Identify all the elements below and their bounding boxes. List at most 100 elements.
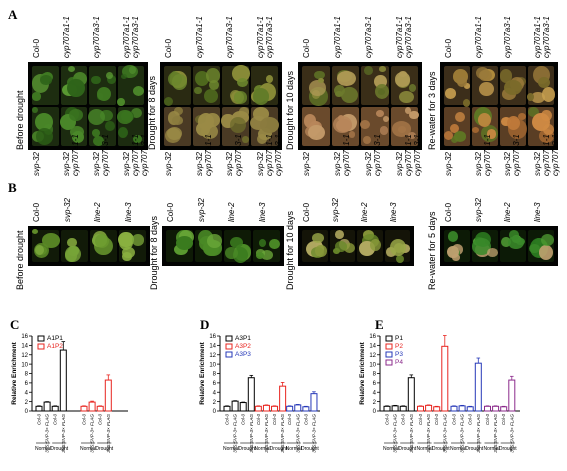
- x-tick-label: Col-0: [385, 414, 390, 425]
- plant-rosette: [194, 71, 209, 87]
- x-tick-label: Col-0: [98, 414, 103, 425]
- plant-rosette: [314, 71, 325, 80]
- plant-rosette: [341, 87, 358, 104]
- plant-rosette: [317, 78, 324, 84]
- plant-rosette: [452, 254, 460, 261]
- plant-rosette: [35, 128, 53, 145]
- y-tick-label: 4: [213, 390, 217, 396]
- plant-rosette: [197, 113, 214, 130]
- plant-rosette: [100, 109, 114, 122]
- condition-label: Drought: [270, 446, 288, 452]
- plant-rosette: [517, 112, 527, 121]
- plant-rosette: [369, 239, 381, 252]
- condition-label: Drought: [50, 446, 68, 452]
- legend-entry: P1: [395, 335, 403, 342]
- legend-entry: P2: [395, 343, 403, 350]
- plant-rosette: [447, 246, 459, 259]
- y-axis-label: Relative Enrichment: [359, 341, 366, 404]
- y-tick-label: 6: [213, 381, 217, 387]
- plant-rosette: [534, 237, 544, 246]
- plant-rosette: [175, 235, 194, 250]
- plant-rosette: [472, 237, 491, 255]
- plant-rosette: [131, 107, 143, 119]
- legend-entry: A1P1: [47, 335, 63, 342]
- condition-label: Normal: [383, 446, 399, 452]
- plant-rosette: [478, 82, 494, 97]
- x-tick-label: 35S:SVP-3× FLAG: [249, 414, 254, 453]
- x-tick-label: 35S:SVP-3× FLAG: [106, 414, 111, 453]
- plant-rosette: [364, 66, 374, 75]
- plant-rosette: [477, 112, 492, 128]
- y-tick-label: 0: [25, 409, 29, 415]
- y-tick-label: 2: [213, 400, 217, 406]
- legend-swatch: [385, 359, 393, 366]
- y-tick-label: 2: [25, 400, 29, 406]
- plant-rosette: [309, 79, 327, 96]
- plant-rosette: [457, 77, 467, 88]
- plant-rosette: [443, 130, 453, 140]
- y-tick-label: 4: [25, 390, 29, 396]
- bar: [484, 405, 491, 412]
- plant-rosette: [463, 83, 470, 89]
- plant-rosette: [333, 116, 352, 134]
- plant-rosette: [241, 136, 250, 144]
- plant-rosette: [311, 233, 324, 243]
- plant-rosette: [260, 116, 279, 133]
- photo-b-2: [162, 226, 284, 266]
- y-axis-label: Relative Enrichment: [199, 341, 206, 404]
- y-tick-label: 10: [21, 362, 28, 368]
- legend-entry: P4: [395, 359, 403, 366]
- plant-rosette: [133, 135, 142, 144]
- plant-rosette: [91, 75, 101, 85]
- plant-rosette: [392, 121, 412, 137]
- bar: [399, 405, 407, 412]
- plant-rosette: [67, 79, 85, 97]
- x-tick-label: 35S:SVP-3× FLAG: [61, 414, 66, 453]
- plant-rosette: [399, 90, 415, 104]
- plant-rosette: [260, 249, 273, 260]
- x-tick-label: 35S:SVP-3× FLAG: [460, 414, 465, 453]
- plant-rosette: [541, 233, 554, 246]
- condition-label: Normal: [286, 446, 302, 452]
- panel-label-d: D: [200, 317, 210, 332]
- bar: [492, 405, 500, 412]
- plant-rosette: [94, 234, 110, 249]
- plant-rosette: [344, 243, 355, 253]
- plant-rosette: [389, 238, 407, 256]
- condition-label: Normal: [450, 446, 466, 452]
- plant-rosette: [360, 119, 370, 129]
- panel-label-b: B: [8, 180, 17, 195]
- plant-rosette: [509, 229, 519, 240]
- x-tick-label: 35S:SVP-3× FLAG: [426, 414, 431, 453]
- condition-label: Normal: [254, 446, 270, 452]
- condition-label: Drought: [301, 446, 319, 452]
- plant-rosette: [538, 77, 551, 89]
- plant-rosette: [379, 126, 389, 135]
- plant-rosette: [382, 115, 390, 123]
- plant-rosette: [31, 229, 39, 235]
- plant-rosette: [541, 87, 555, 102]
- plant-rosette: [265, 75, 273, 84]
- plant-rosette: [500, 236, 511, 248]
- x-tick-label: Col-0: [303, 414, 308, 425]
- x-tick-label: 35S:SVP-3× FLAG: [45, 414, 50, 453]
- bar: [383, 405, 391, 412]
- plant-rosette: [117, 97, 125, 106]
- plant-rosette: [450, 123, 460, 134]
- x-tick-label: Col-0: [418, 414, 423, 425]
- x-tick-label: Col-0: [256, 414, 261, 425]
- legend-entry: A3P3: [235, 351, 251, 358]
- x-tick-label: 35S:SVP-3× FLAG: [442, 414, 447, 453]
- plant-rosette: [362, 135, 371, 145]
- condition-label: Drought: [432, 446, 450, 452]
- panel-label-e: E: [375, 317, 384, 332]
- plant-rosette: [334, 230, 344, 239]
- plant-rosette: [67, 238, 77, 247]
- x-tick-label: 35S:SVP-3× FLAG: [393, 414, 398, 453]
- bar: [508, 379, 516, 412]
- plant-rosette: [173, 243, 188, 256]
- y-tick-label: 0: [373, 409, 377, 415]
- condition-label: Normal: [80, 446, 96, 452]
- plant-rosette: [128, 66, 137, 75]
